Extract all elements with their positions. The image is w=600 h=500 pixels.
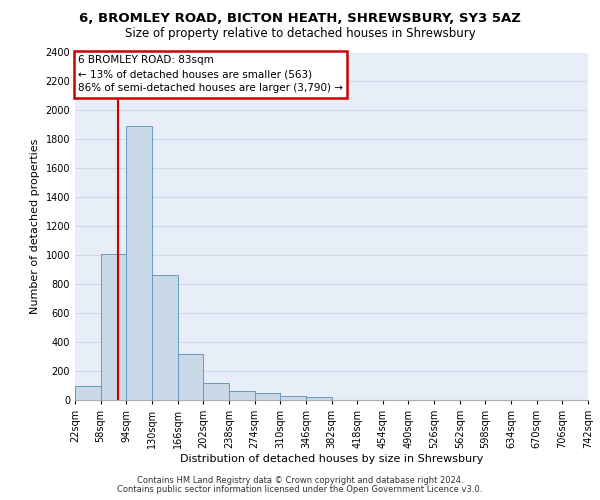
Text: 6 BROMLEY ROAD: 83sqm
← 13% of detached houses are smaller (563)
86% of semi-det: 6 BROMLEY ROAD: 83sqm ← 13% of detached … <box>78 56 343 94</box>
Y-axis label: Number of detached properties: Number of detached properties <box>30 138 40 314</box>
Text: Contains HM Land Registry data © Crown copyright and database right 2024.: Contains HM Land Registry data © Crown c… <box>137 476 463 485</box>
Text: 6, BROMLEY ROAD, BICTON HEATH, SHREWSBURY, SY3 5AZ: 6, BROMLEY ROAD, BICTON HEATH, SHREWSBUR… <box>79 12 521 26</box>
Bar <box>203 384 229 400</box>
Bar <box>152 276 178 400</box>
Bar <box>101 254 127 400</box>
Bar <box>280 396 306 400</box>
Bar <box>178 354 203 400</box>
Bar <box>229 392 254 400</box>
Bar <box>75 386 101 400</box>
X-axis label: Distribution of detached houses by size in Shrewsbury: Distribution of detached houses by size … <box>180 454 483 464</box>
Text: Size of property relative to detached houses in Shrewsbury: Size of property relative to detached ho… <box>125 28 475 40</box>
Text: Contains public sector information licensed under the Open Government Licence v3: Contains public sector information licen… <box>118 485 482 494</box>
Bar <box>254 393 280 400</box>
Bar <box>306 397 331 400</box>
Bar <box>127 126 152 400</box>
